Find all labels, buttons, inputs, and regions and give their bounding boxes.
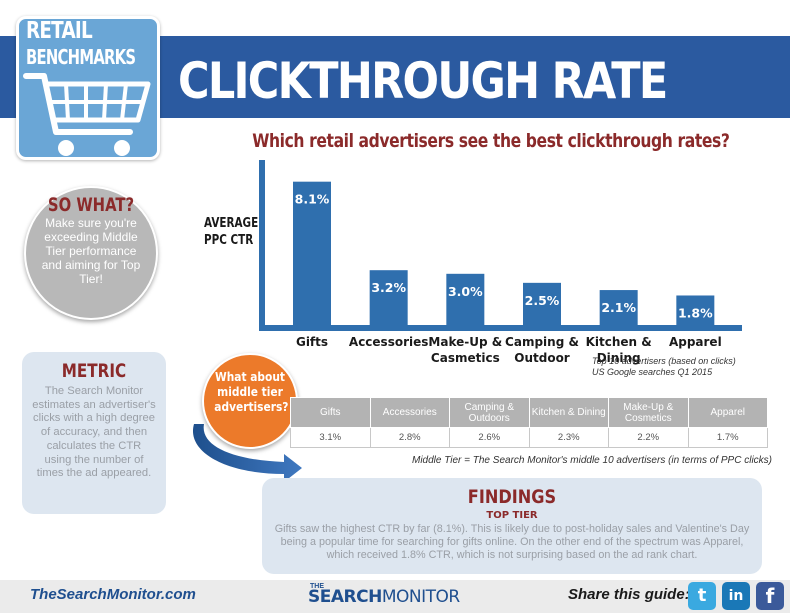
badge-line-1: RETAIL	[26, 18, 93, 44]
bar	[293, 181, 331, 328]
category-tick-label: Kitchen &	[586, 335, 652, 349]
bar	[446, 273, 485, 328]
table-cell: 2.6%	[449, 427, 530, 448]
middle-tier-note: Middle Tier = The Search Monitor's middl…	[412, 455, 772, 466]
metric-body: The Search Monitor estimates an advertis…	[32, 385, 156, 480]
so-what-circle	[24, 186, 158, 320]
category-tick-label: Accessories	[349, 335, 429, 349]
bar-value-label: 2.1%	[601, 300, 636, 315]
bar-value-label: 1.8%	[678, 305, 713, 320]
findings-subtitle: TOP TIER	[486, 510, 538, 521]
footer-logo-bold: SEARCH	[308, 587, 382, 607]
table-header-row: Gifts Accessories Camping & Outdoors Kit…	[290, 397, 768, 428]
category-tick-label: Casmetics	[431, 351, 500, 365]
table-header-cell: Accessories	[369, 397, 450, 428]
page-title: CLICKTHROUGH RATE	[178, 52, 668, 110]
findings-title: FINDINGS	[467, 486, 557, 508]
footer-logo: SEARCHMONITOR	[308, 587, 460, 607]
chart-title: Which retail advertisers see the best cl…	[252, 130, 730, 152]
table-cell: 1.7%	[687, 427, 768, 448]
metric-title: METRIC	[61, 360, 127, 382]
website-link[interactable]: TheSearchMonitor.com	[30, 586, 196, 603]
findings-panel	[262, 478, 762, 574]
table-header-cell: Gifts	[290, 397, 371, 428]
footer-bar	[0, 580, 790, 613]
shopping-cart-icon	[23, 73, 151, 156]
category-tick-label: Outdoor	[514, 351, 570, 365]
table-cell: 2.3%	[528, 427, 609, 448]
category-tick-label: Apparel	[669, 335, 722, 349]
source-note-line-2: US Google searches Q1 2015	[592, 367, 713, 377]
table-row: 3.1% 2.8% 2.6% 2.3% 2.2% 1.7%	[290, 427, 768, 448]
facebook-icon[interactable]: f	[756, 582, 784, 610]
middle-tier-callout-circle	[202, 353, 298, 449]
bar-value-label: 3.0%	[448, 284, 483, 299]
bar-value-label: 2.5%	[525, 293, 560, 308]
table-cell: 3.1%	[290, 427, 371, 448]
bar-value-label: 3.2%	[371, 280, 406, 295]
metric-panel	[22, 352, 166, 514]
category-tick-label: Make-Up &	[428, 335, 502, 349]
y-axis-label-line-2: PPC CTR	[204, 233, 254, 248]
middle-tier-callout-text: What about middle tier advertisers?	[214, 369, 289, 414]
table-header-cell: Camping & Outdoors	[449, 397, 530, 428]
share-label: Share this guide:	[568, 586, 690, 603]
table-cell: 2.8%	[369, 427, 450, 448]
category-tick-label: Camping &	[505, 335, 579, 349]
table-header-cell: Kitchen & Dining	[528, 397, 609, 428]
so-what-title: SO WHAT?	[47, 194, 135, 216]
findings-body: Gifts saw the highest CTR by far (8.1%).…	[274, 523, 750, 561]
bar	[523, 282, 561, 328]
badge-line-2: BENCHMARKS	[26, 45, 136, 69]
so-what-body: Make sure you're exceeding Middle Tier p…	[41, 216, 141, 286]
bar	[599, 290, 638, 328]
table-header-cell: Make-Up & Cosmetics	[608, 397, 689, 428]
category-tick-label: Gifts	[296, 335, 328, 349]
twitter-icon[interactable]: t	[688, 582, 716, 610]
y-axis-label-line-1: AVERAGE	[204, 216, 259, 231]
footer-logo-prefix: THE	[310, 583, 324, 590]
linkedin-icon[interactable]: in	[722, 582, 750, 610]
bar	[676, 295, 715, 328]
footer-logo-rest: MONITOR	[381, 587, 460, 607]
bar	[369, 270, 408, 328]
middle-tier-table: Gifts Accessories Camping & Outdoors Kit…	[290, 397, 768, 448]
table-cell: 2.2%	[608, 427, 689, 448]
table-header-cell: Apparel	[687, 397, 768, 428]
source-note-line-1: Top 10 advertisers (based on clicks)	[592, 356, 736, 366]
bar-value-label: 8.1%	[295, 192, 330, 207]
